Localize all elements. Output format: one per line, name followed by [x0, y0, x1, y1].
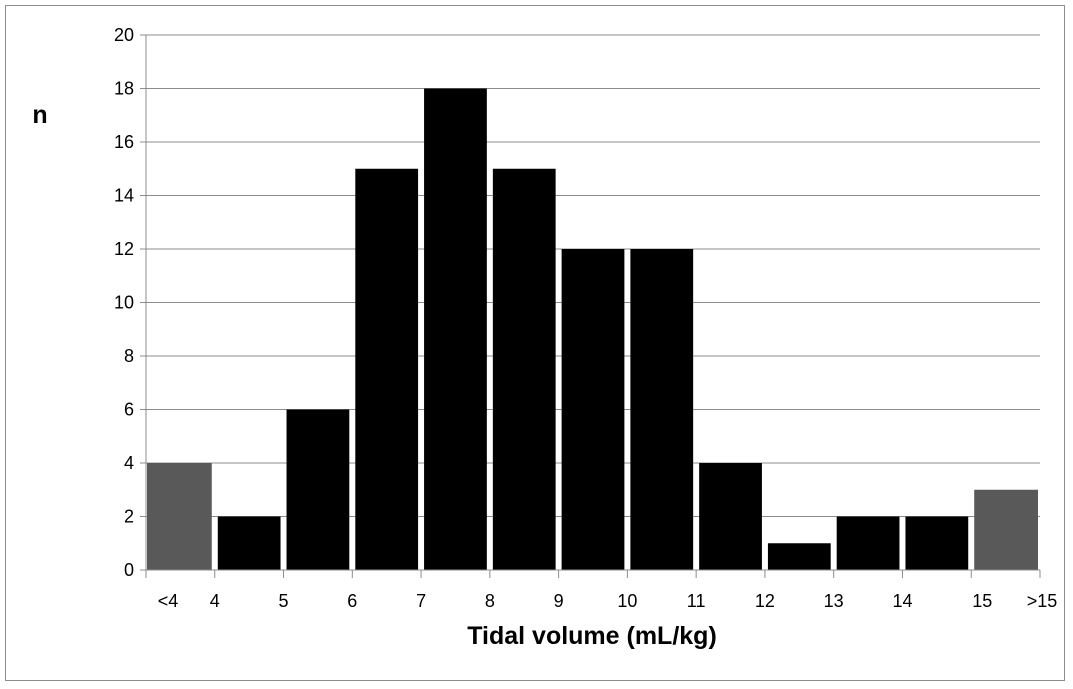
bar-<4	[147, 463, 212, 570]
bar-9-10	[561, 249, 625, 570]
y-tick-label: 16	[114, 132, 134, 152]
x-tick-label: 8	[485, 591, 495, 611]
bar-4-5	[217, 516, 281, 570]
tick-labels: 0 2 4 6 8 10 12 14 16 18 20 <4 4 5 6 7 8 9 10 11 12 13 14 15 >15	[114, 25, 1057, 611]
x-tick-label: <4	[158, 591, 179, 611]
y-tick-label: 0	[124, 560, 134, 580]
x-tick-label: 7	[416, 591, 426, 611]
y-tick-label: 8	[124, 346, 134, 366]
axes	[140, 34, 1041, 578]
x-tick-label: 12	[755, 591, 775, 611]
x-tick-label: 10	[617, 591, 637, 611]
x-tick-label: 13	[824, 591, 844, 611]
x-tick-label: 15	[972, 591, 992, 611]
bar-11-12	[699, 463, 762, 570]
x-tick-label: 11	[687, 591, 706, 611]
bar-5-6	[286, 409, 350, 570]
bars	[147, 88, 1038, 570]
y-tick-label: 18	[114, 79, 134, 99]
x-tick-label: 6	[347, 591, 357, 611]
y-axis-title: n	[32, 101, 47, 129]
y-tick-label: 12	[114, 239, 134, 259]
x-tick-label: 4	[210, 591, 220, 611]
bar-8-9	[492, 168, 556, 570]
bar-14-15	[905, 516, 969, 570]
bar-7-8	[424, 88, 487, 570]
bar->15	[974, 489, 1038, 570]
x-tick-label: 14	[892, 591, 912, 611]
bar-13-14	[836, 516, 900, 570]
bar-6-7	[355, 168, 419, 570]
x-axis-title: Tidal volume (mL/kg)	[467, 622, 717, 650]
x-tick-label: 5	[279, 591, 289, 611]
y-tick-label: 6	[124, 400, 134, 420]
x-tick-label: >15	[1027, 591, 1058, 611]
bar-10-11	[630, 249, 694, 570]
y-tick-label: 20	[114, 25, 134, 45]
y-tick-label: 4	[124, 453, 134, 473]
y-tick-label: 10	[114, 293, 134, 313]
x-tick-label: 9	[554, 591, 564, 611]
bar-12-13	[767, 543, 831, 570]
y-tick-label: 2	[124, 507, 134, 527]
y-tick-label: 14	[114, 186, 134, 206]
